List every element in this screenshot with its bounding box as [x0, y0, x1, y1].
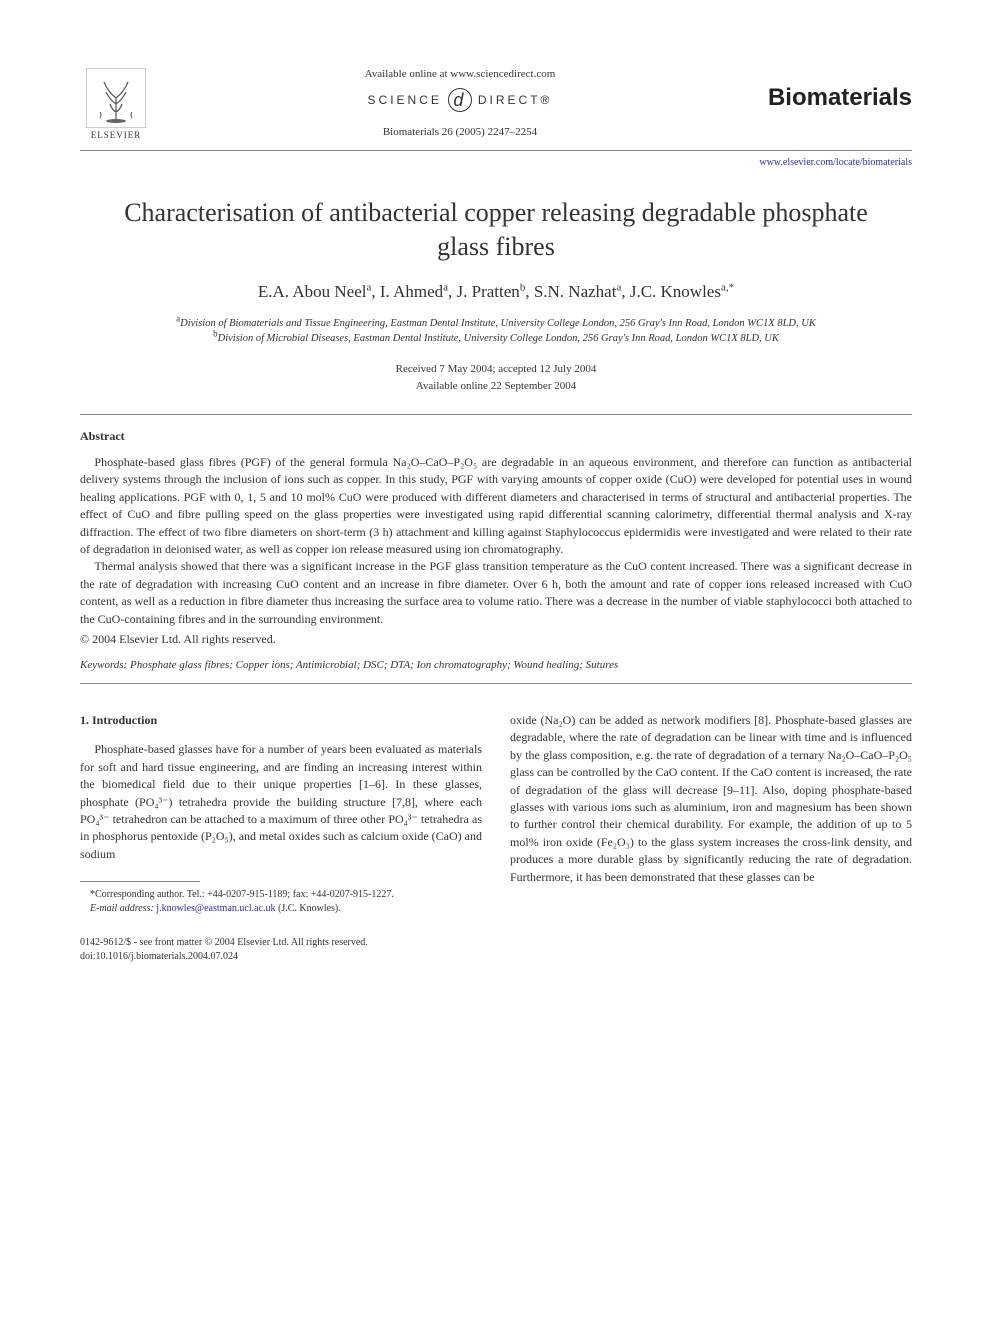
body-columns: 1. Introduction Phosphate-based glasses … [80, 712, 912, 916]
article-title: Characterisation of antibacterial copper… [120, 196, 872, 264]
abstract-para-1: Phosphate-based glass fibres (PGF) of th… [80, 454, 912, 558]
email-label: E-mail address: [90, 903, 154, 914]
abstract-copyright: © 2004 Elsevier Ltd. All rights reserved… [80, 632, 912, 647]
column-right: oxide (Na₂O) can be added as network mod… [510, 712, 912, 916]
authors-line: E.A. Abou Neela, I. Ahmeda, J. Prattenb,… [80, 282, 912, 302]
elsevier-tree-icon [86, 68, 146, 128]
publisher-name: ELSEVIER [91, 130, 142, 140]
sd-left: SCIENCE [368, 93, 442, 107]
journal-brand-block: Biomaterials [768, 60, 912, 112]
footnote-rule [80, 881, 200, 882]
rule-before-abstract [80, 414, 912, 415]
rule-after-keywords [80, 683, 912, 684]
abstract-heading: Abstract [80, 429, 912, 444]
keywords-text: Phosphate glass fibres; Copper ions; Ant… [130, 659, 618, 671]
sd-at-icon: d [448, 88, 472, 112]
article-dates: Received 7 May 2004; accepted 12 July 20… [80, 361, 912, 394]
front-matter-line1: 0142-9612/$ - see front matter © 2004 El… [80, 936, 912, 950]
footnotes: *Corresponding author. Tel.: +44-0207-91… [80, 888, 482, 916]
received-date: Received 7 May 2004; accepted 12 July 20… [80, 361, 912, 378]
body-col2-text: oxide (Na₂O) can be added as network mod… [510, 712, 912, 886]
abstract-body: Phosphate-based glass fibres (PGF) of th… [80, 454, 912, 628]
section-number: 1. [80, 713, 89, 727]
journal-header: ELSEVIER Available online at www.science… [80, 60, 912, 140]
publisher-logo: ELSEVIER [80, 60, 152, 140]
keywords-label: Keywords: [80, 659, 127, 671]
affiliation-a: aDivision of Biomaterials and Tissue Eng… [80, 316, 912, 332]
journal-url[interactable]: www.elsevier.com/locate/biomaterials [80, 157, 912, 168]
column-left: 1. Introduction Phosphate-based glasses … [80, 712, 482, 916]
corresponding-author: *Corresponding author. Tel.: +44-0207-91… [80, 888, 482, 902]
online-date: Available online 22 September 2004 [80, 378, 912, 395]
available-online-text: Available online at www.sciencedirect.co… [152, 68, 768, 80]
front-matter-meta: 0142-9612/$ - see front matter © 2004 El… [80, 936, 912, 964]
section-1-heading: 1. Introduction [80, 712, 482, 729]
abstract-para-2: Thermal analysis showed that there was a… [80, 558, 912, 628]
body-col1-text: Phosphate-based glasses have for a numbe… [80, 741, 482, 863]
header-center: Available online at www.sciencedirect.co… [152, 60, 768, 138]
email-link[interactable]: j.knowles@eastman.ucl.ac.uk [156, 903, 275, 914]
journal-brand: Biomaterials [768, 60, 912, 112]
journal-url-link[interactable]: www.elsevier.com/locate/biomaterials [759, 157, 912, 168]
affiliation-b: bDivision of Microbial Diseases, Eastman… [80, 331, 912, 347]
doi-line: doi:10.1016/j.biomaterials.2004.07.024 [80, 950, 912, 964]
science-direct-logo: SCIENCE d DIRECT® [152, 88, 768, 112]
header-rule [80, 150, 912, 151]
sd-right: DIRECT® [478, 93, 553, 107]
section-title: Introduction [92, 713, 157, 727]
email-line: E-mail address: j.knowles@eastman.ucl.ac… [80, 902, 482, 916]
citation-line: Biomaterials 26 (2005) 2247–2254 [152, 126, 768, 138]
email-suffix: (J.C. Knowles). [278, 903, 341, 914]
affiliations: aDivision of Biomaterials and Tissue Eng… [80, 316, 912, 348]
keywords-line: Keywords: Phosphate glass fibres; Copper… [80, 659, 912, 671]
